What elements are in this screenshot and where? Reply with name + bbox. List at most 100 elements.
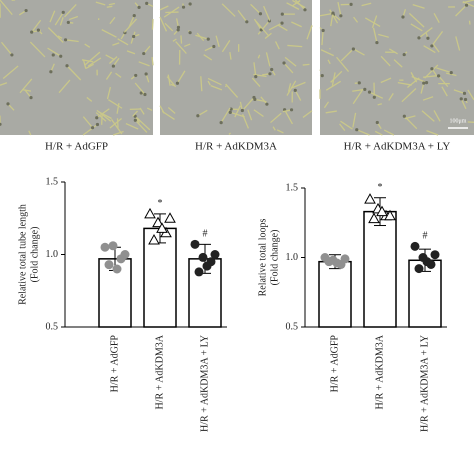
- vessel: [0, 82, 8, 86]
- data-point: [414, 264, 424, 274]
- panel-label: H/R + AdKDM3A + LY: [344, 141, 451, 153]
- vessel: [68, 15, 79, 21]
- cell: [145, 1, 149, 6]
- vessel: [453, 89, 465, 94]
- vessel: [134, 82, 146, 95]
- vessel: [2, 65, 19, 79]
- vessel: [47, 47, 62, 57]
- data-point: [332, 258, 342, 268]
- vessel: [352, 89, 364, 105]
- vessel: [225, 83, 239, 98]
- vessel: [106, 5, 113, 8]
- vessel: [101, 29, 117, 38]
- vessel: [106, 86, 112, 100]
- vessel: [286, 80, 297, 96]
- vessel: [109, 56, 118, 64]
- vessel: [24, 89, 32, 98]
- vessel: [340, 49, 353, 62]
- cell: [51, 53, 55, 57]
- vessel: [58, 79, 71, 94]
- vessel: [29, 41, 46, 58]
- vessel: [31, 19, 42, 33]
- vessel: [284, 56, 297, 67]
- x-tick-label: H/R + AdKDM3A: [154, 334, 165, 409]
- vessel: [371, 15, 378, 29]
- vessel: [134, 115, 151, 131]
- vessel: [325, 110, 337, 114]
- vessel: [82, 59, 87, 69]
- vessel: [306, 25, 313, 40]
- vessel: [431, 30, 444, 47]
- vessel: [352, 112, 357, 128]
- data-point: [112, 264, 122, 274]
- bar: [318, 260, 352, 328]
- vessel: [329, 47, 331, 50]
- cell: [331, 11, 335, 15]
- vessel: [372, 27, 378, 43]
- y-tick-label: 1.0: [46, 249, 59, 260]
- cell: [375, 120, 379, 125]
- cell: [0, 122, 2, 126]
- cell: [357, 81, 361, 85]
- cell: [188, 31, 192, 35]
- vessel: [197, 109, 208, 117]
- significance-mark: #: [423, 231, 428, 242]
- vessel: [441, 86, 448, 97]
- cell: [402, 114, 406, 118]
- x-tick-label: H/R + AdGFP: [329, 335, 340, 393]
- vessel: [421, 110, 435, 122]
- vessel: [161, 110, 175, 120]
- vessel: [460, 98, 467, 110]
- cell: [426, 36, 430, 40]
- data-point: [364, 193, 376, 204]
- cell: [10, 53, 14, 57]
- vessel: [220, 107, 231, 123]
- vessel: [353, 48, 365, 56]
- cell: [61, 10, 65, 14]
- cell: [212, 44, 216, 49]
- cell: [196, 114, 200, 118]
- scale-bar-label: 100μm: [450, 118, 467, 124]
- cell: [90, 126, 95, 130]
- micrograph: [0, 0, 153, 135]
- vessel: [59, 17, 64, 26]
- y-axis-label: Relative total tube length: [17, 204, 28, 305]
- cell: [355, 128, 359, 132]
- cell: [270, 67, 274, 72]
- significance-mark: *: [378, 182, 383, 193]
- vessel: [365, 17, 381, 27]
- vessel: [57, 35, 63, 39]
- vessel: [320, 49, 334, 57]
- cell: [422, 81, 426, 85]
- vessel: [85, 63, 94, 69]
- cell: [59, 54, 63, 58]
- vessel: [378, 33, 389, 38]
- vessel: [389, 48, 398, 55]
- cell: [133, 118, 137, 122]
- cell: [320, 73, 324, 78]
- vessel: [325, 80, 342, 91]
- data-point: [120, 250, 130, 259]
- vessel: [196, 32, 205, 42]
- vessel: [274, 41, 280, 50]
- vessel: [159, 16, 168, 32]
- cell: [401, 15, 405, 19]
- y-tick-label: 1.5: [46, 176, 59, 187]
- vessel: [412, 3, 425, 9]
- vessel: [291, 0, 301, 7]
- vessel: [254, 98, 267, 103]
- cell: [417, 36, 421, 40]
- data-point: [422, 257, 432, 267]
- bar: [363, 210, 397, 328]
- data-point: [108, 241, 118, 251]
- vessel: [167, 74, 171, 86]
- cell: [463, 97, 468, 102]
- cell: [30, 30, 34, 34]
- vessel: [277, 24, 288, 32]
- vessel: [410, 71, 418, 83]
- vessel: [257, 20, 270, 35]
- x-tick-label: H/R + AdKDM3A + LY: [199, 335, 210, 432]
- vessel: [108, 2, 116, 6]
- cell: [258, 12, 263, 16]
